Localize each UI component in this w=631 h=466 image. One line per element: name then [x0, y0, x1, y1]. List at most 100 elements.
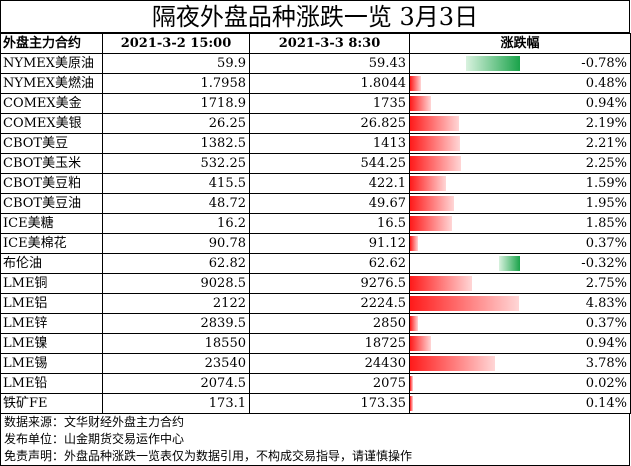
prev-price: 2839.5	[102, 313, 250, 334]
header-contract: 外盘主力合约	[0, 33, 103, 54]
change-cell: 0.94%	[409, 93, 631, 114]
change-percent: 4.83%	[585, 296, 627, 311]
contract-name: CBOT美豆	[0, 133, 103, 154]
change-cell: 0.14%	[409, 393, 631, 414]
change-cell: 2.21%	[409, 133, 631, 154]
header-change: 涨跌幅	[409, 33, 631, 54]
header-row: 外盘主力合约 2021-3-2 15:00 2021-3-3 8:30 涨跌幅	[0, 33, 631, 54]
curr-price: 2224.5	[249, 293, 410, 314]
prev-price: 16.2	[102, 213, 250, 234]
prev-price: 26.25	[102, 113, 250, 134]
table-row: 布伦油 62.82 62.62 -0.32%	[0, 253, 631, 274]
change-cell: 2.25%	[409, 153, 631, 174]
change-percent: -0.32%	[581, 256, 627, 271]
change-bar-up	[410, 136, 460, 151]
table-row: LME锡 23540 24430 3.78%	[0, 353, 631, 374]
change-percent: 2.21%	[585, 136, 627, 151]
change-percent: 3.78%	[585, 356, 627, 371]
contract-name: ICE美糖	[0, 213, 103, 234]
change-percent: 0.14%	[585, 396, 627, 411]
curr-price: 16.5	[249, 213, 410, 234]
change-cell: 4.83%	[409, 293, 631, 314]
curr-price: 49.67	[249, 193, 410, 214]
quotes-table: 外盘主力合约 2021-3-2 15:00 2021-3-3 8:30 涨跌幅 …	[0, 33, 631, 414]
table-row: CBOT美豆粕 415.5 422.1 1.59%	[0, 173, 631, 194]
table-row: NYMEX美原油 59.9 59.43 -0.78%	[0, 53, 631, 74]
change-percent: 0.37%	[585, 316, 627, 331]
table-row: 铁矿FE 173.1 173.35 0.14%	[0, 393, 631, 414]
prev-price: 415.5	[102, 173, 250, 194]
change-bar-up	[410, 196, 454, 211]
change-percent: 2.75%	[585, 276, 627, 291]
change-bar-up	[410, 356, 495, 371]
change-cell: 0.37%	[409, 233, 631, 254]
change-bar-up	[410, 296, 519, 311]
contract-name: LME铅	[0, 373, 103, 394]
curr-price: 59.43	[249, 53, 410, 74]
change-percent: 1.95%	[585, 196, 627, 211]
change-bar-up	[410, 336, 431, 351]
prev-price: 90.78	[102, 233, 250, 254]
change-percent: 2.25%	[585, 156, 627, 171]
contract-name: LME镍	[0, 333, 103, 354]
table-row: NYMEX美燃油 1.7958 1.8044 0.48%	[0, 73, 631, 94]
curr-price: 24430	[249, 353, 410, 374]
change-bar-up	[410, 76, 421, 91]
change-bar-down	[466, 56, 520, 71]
change-cell: 1.85%	[409, 213, 631, 234]
footer-notes: 数据来源：文华财经外盘主力合约 发布单位：山金期货交易运作中心 免责声明：外盘品…	[0, 414, 630, 466]
table-row: CBOT美玉米 532.25 544.25 2.25%	[0, 153, 631, 174]
contract-name: 布伦油	[0, 253, 103, 274]
curr-price: 422.1	[249, 173, 410, 194]
curr-price: 18725	[249, 333, 410, 354]
contract-name: NYMEX美原油	[0, 53, 103, 74]
table-row: CBOT美豆 1382.5 1413 2.21%	[0, 133, 631, 154]
curr-price: 1735	[249, 93, 410, 114]
contract-name: CBOT美豆油	[0, 193, 103, 214]
change-percent: 2.19%	[585, 116, 627, 131]
contract-name: COMEX美银	[0, 113, 103, 134]
change-percent: 1.85%	[585, 216, 627, 231]
contract-name: LME锌	[0, 313, 103, 334]
curr-price: 1413	[249, 133, 410, 154]
change-cell: -0.32%	[409, 253, 631, 274]
table-row: LME铝 2122 2224.5 4.83%	[0, 293, 631, 314]
header-prev-time: 2021-3-2 15:00	[102, 33, 250, 54]
contract-name: NYMEX美燃油	[0, 73, 103, 94]
curr-price: 1.8044	[249, 73, 410, 94]
change-cell: 3.78%	[409, 353, 631, 374]
change-percent: 0.94%	[585, 96, 627, 111]
table-row: COMEX美金 1718.9 1735 0.94%	[0, 93, 631, 114]
prev-price: 9028.5	[102, 273, 250, 294]
change-bar-up	[410, 376, 413, 391]
contract-name: LME锡	[0, 353, 103, 374]
curr-price: 91.12	[249, 233, 410, 254]
contract-name: 铁矿FE	[0, 393, 103, 414]
prev-price: 48.72	[102, 193, 250, 214]
change-bar-up	[410, 216, 452, 231]
change-cell: 0.48%	[409, 73, 631, 94]
prev-price: 532.25	[102, 153, 250, 174]
table-row: LME镍 18550 18725 0.94%	[0, 333, 631, 354]
footer-disclaimer: 免责声明：外盘品种涨跌一览表仅为数据引用，不构成交易指导，请谨慎操作	[4, 449, 413, 463]
change-bar-up	[410, 316, 418, 331]
change-bar-up	[410, 396, 413, 411]
table-row: LME铅 2074.5 2075 0.02%	[0, 373, 631, 394]
prev-price: 173.1	[102, 393, 250, 414]
change-bar-up	[410, 116, 459, 131]
table-row: LME铜 9028.5 9276.5 2.75%	[0, 273, 631, 294]
change-percent: 0.94%	[585, 336, 627, 351]
contract-name: CBOT美玉米	[0, 153, 103, 174]
table-row: COMEX美银 26.25 26.825 2.19%	[0, 113, 631, 134]
change-cell: 2.19%	[409, 113, 631, 134]
contract-name: LME铝	[0, 293, 103, 314]
change-bar-up	[410, 176, 446, 191]
header-curr-time: 2021-3-3 8:30	[249, 33, 410, 54]
change-bar-up	[410, 276, 472, 291]
prev-price: 1.7958	[102, 73, 250, 94]
change-percent: 1.59%	[585, 176, 627, 191]
contract-name: LME铜	[0, 273, 103, 294]
table-row: CBOT美豆油 48.72 49.67 1.95%	[0, 193, 631, 214]
change-percent: -0.78%	[581, 56, 627, 71]
table-row: ICE美棉花 90.78 91.12 0.37%	[0, 233, 631, 254]
